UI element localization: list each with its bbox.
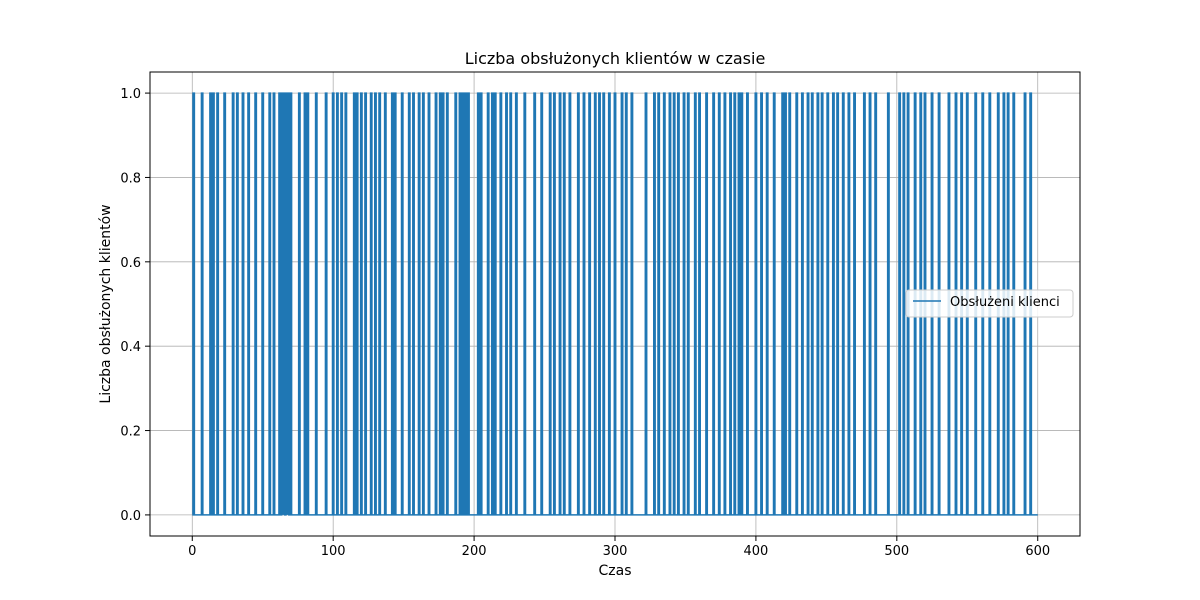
y-tick-label: 0.4 bbox=[120, 340, 141, 355]
series-layer bbox=[192, 92, 1038, 516]
x-tick-label: 300 bbox=[603, 544, 628, 559]
x-tick-label: 400 bbox=[743, 544, 768, 559]
x-tick-label: 600 bbox=[1025, 544, 1050, 559]
y-tick-label: 0.6 bbox=[120, 256, 141, 271]
legend-entry-label: Obsłużeni klienci bbox=[950, 295, 1060, 310]
x-tick-label: 100 bbox=[321, 544, 346, 559]
x-axis-label: Czas bbox=[599, 563, 632, 579]
series-line bbox=[192, 92, 1038, 516]
x-axis-ticks: 0 100 200 300 400 500 600 bbox=[188, 536, 1050, 559]
y-tick-label: 0.2 bbox=[120, 425, 141, 440]
y-tick-label: 0.8 bbox=[120, 171, 141, 186]
chart-title: Liczba obsłużonych klientów w czasie bbox=[465, 49, 766, 68]
legend: Obsłużeni klienci bbox=[905, 289, 1074, 318]
y-axis-ticks: 0.0 0.2 0.4 0.6 0.8 1.0 bbox=[120, 87, 150, 524]
x-tick-label: 200 bbox=[462, 544, 487, 559]
x-tick-label: 500 bbox=[884, 544, 909, 559]
y-tick-label: 0.0 bbox=[120, 509, 141, 524]
y-axis-label: Liczba obsłużonych klientów bbox=[98, 204, 114, 403]
legend-box bbox=[905, 289, 1074, 318]
y-tick-label: 1.0 bbox=[120, 87, 141, 102]
x-tick-label: 0 bbox=[188, 544, 196, 559]
